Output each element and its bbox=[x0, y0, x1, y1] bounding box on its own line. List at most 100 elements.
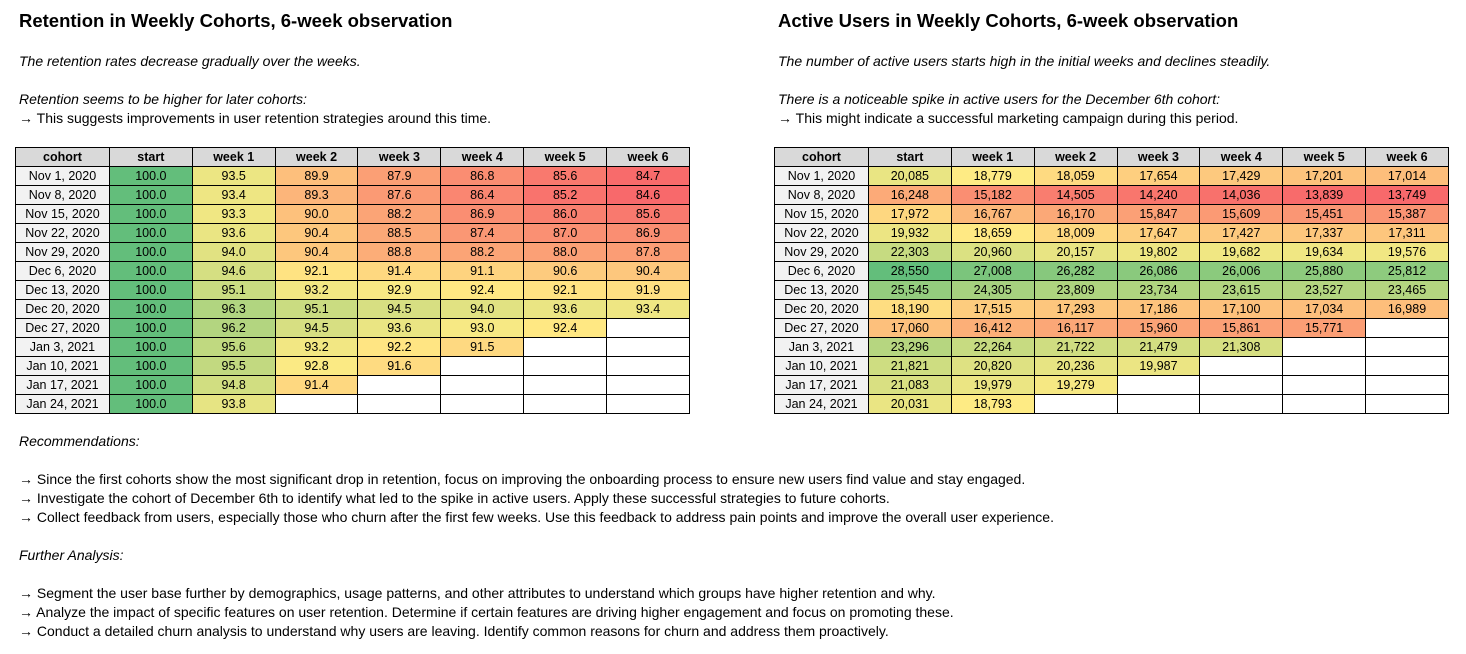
value-cell: 15,387 bbox=[1365, 204, 1449, 224]
value-cell: 16,248 bbox=[867, 185, 952, 205]
cohort-label: Dec 13, 2020 bbox=[774, 280, 869, 300]
retention-note-later-cohorts: Retention seems to be higher for later c… bbox=[19, 91, 307, 107]
value-cell: 91.6 bbox=[357, 356, 442, 376]
cohort-label: Nov 22, 2020 bbox=[15, 223, 110, 243]
column-header: week 1 bbox=[191, 147, 276, 167]
cohort-label: Nov 29, 2020 bbox=[774, 242, 869, 262]
value-cell: 92.1 bbox=[523, 280, 608, 300]
column-header: week 6 bbox=[1365, 147, 1449, 167]
value-cell: 93.2 bbox=[274, 280, 359, 300]
value-cell: 24,305 bbox=[950, 280, 1035, 300]
value-cell: 90.0 bbox=[274, 204, 359, 224]
value-cell: 96.3 bbox=[191, 299, 276, 319]
cohort-label: Nov 8, 2020 bbox=[774, 185, 869, 205]
value-cell: 100.0 bbox=[108, 242, 193, 262]
value-cell: 94.0 bbox=[191, 242, 276, 262]
value-cell: 17,972 bbox=[867, 204, 952, 224]
value-cell: 100.0 bbox=[108, 356, 193, 376]
cohort-label: Nov 15, 2020 bbox=[774, 204, 869, 224]
empty-cell bbox=[606, 356, 690, 376]
value-cell: 91.5 bbox=[440, 337, 525, 357]
value-cell: 19,802 bbox=[1116, 242, 1201, 262]
value-cell: 19,987 bbox=[1116, 356, 1201, 376]
value-cell: 95.5 bbox=[191, 356, 276, 376]
value-cell: 100.0 bbox=[108, 375, 193, 395]
value-cell: 88.5 bbox=[357, 223, 442, 243]
recommendations-heading: Recommendations: bbox=[19, 433, 140, 449]
header-row: cohort start week 1 week 2 week 3 week 4 week … bbox=[15, 147, 690, 167]
value-cell: 100.0 bbox=[108, 261, 193, 281]
value-cell: 93.6 bbox=[357, 318, 442, 338]
value-cell: 15,451 bbox=[1282, 204, 1367, 224]
value-cell: 27,008 bbox=[950, 261, 1035, 281]
value-cell: 17,429 bbox=[1199, 166, 1284, 186]
value-cell: 93.8 bbox=[191, 394, 276, 414]
retention-note-implication: → This suggests improvements in user ret… bbox=[19, 110, 492, 126]
column-header: week 4 bbox=[1199, 147, 1284, 167]
cohort-label: Jan 17, 2021 bbox=[15, 375, 110, 395]
value-cell: 25,880 bbox=[1282, 261, 1367, 281]
value-cell: 17,100 bbox=[1199, 299, 1284, 319]
empty-cell bbox=[1282, 394, 1367, 414]
cohort-label: Nov 22, 2020 bbox=[774, 223, 869, 243]
empty-cell bbox=[1116, 394, 1201, 414]
value-cell: 17,034 bbox=[1282, 299, 1367, 319]
active-users-title: Active Users in Weekly Cohorts, 6-week o… bbox=[778, 10, 1239, 31]
cohort-label: Nov 1, 2020 bbox=[15, 166, 110, 186]
column-header: start bbox=[108, 147, 193, 167]
table-row: Jan 24, 2021 20,031 18,793 bbox=[774, 394, 1449, 414]
recommendation-item: → Investigate the cohort of December 6th… bbox=[19, 490, 890, 506]
value-cell: 93.6 bbox=[191, 223, 276, 243]
empty-cell bbox=[523, 356, 608, 376]
empty-cell bbox=[1199, 394, 1284, 414]
value-cell: 19,576 bbox=[1365, 242, 1449, 262]
value-cell: 100.0 bbox=[108, 394, 193, 414]
table-row: Dec 13, 2020 100.0 95.1 93.2 92.9 92.4 92.1 91.… bbox=[15, 280, 690, 300]
table-row: Jan 17, 2021 100.0 94.8 91.4 bbox=[15, 375, 690, 395]
value-cell: 86.0 bbox=[523, 204, 608, 224]
value-cell: 18,009 bbox=[1033, 223, 1118, 243]
value-cell: 18,779 bbox=[950, 166, 1035, 186]
table-row: Nov 29, 2020 22,303 20,960 20,157 19,802 19,6… bbox=[774, 242, 1449, 262]
table-row: Jan 10, 2021 21,821 20,820 20,236 19,987 bbox=[774, 356, 1449, 376]
table-row: Dec 20, 2020 100.0 96.3 95.1 94.5 94.0 93.6 93.… bbox=[15, 299, 690, 319]
empty-cell bbox=[357, 394, 442, 414]
table-row: Nov 1, 2020 20,085 18,779 18,059 17,654 17,42… bbox=[774, 166, 1449, 186]
active-users-heatmap-table: cohort start week 1 week 2 week 3 week 4 week … bbox=[774, 147, 1449, 414]
empty-cell bbox=[606, 394, 690, 414]
value-cell: 17,654 bbox=[1116, 166, 1201, 186]
value-cell: 13,839 bbox=[1282, 185, 1367, 205]
value-cell: 16,170 bbox=[1033, 204, 1118, 224]
value-cell: 92.1 bbox=[274, 261, 359, 281]
value-cell: 100.0 bbox=[108, 280, 193, 300]
value-cell: 89.3 bbox=[274, 185, 359, 205]
value-cell: 94.5 bbox=[274, 318, 359, 338]
value-cell: 23,809 bbox=[1033, 280, 1118, 300]
table-row: Nov 8, 2020 100.0 93.4 89.3 87.6 86.4 85.2 84.6 bbox=[15, 185, 690, 205]
table-row: Dec 6, 2020 100.0 94.6 92.1 91.4 91.1 90.6 90.4 bbox=[15, 261, 690, 281]
value-cell: 20,031 bbox=[867, 394, 952, 414]
table-row: Dec 6, 2020 28,550 27,008 26,282 26,086 26,00… bbox=[774, 261, 1449, 281]
value-cell: 92.4 bbox=[523, 318, 608, 338]
value-cell: 100.0 bbox=[108, 185, 193, 205]
value-cell: 14,240 bbox=[1116, 185, 1201, 205]
further-analysis-item: → Analyze the impact of specific feature… bbox=[19, 604, 954, 620]
value-cell: 100.0 bbox=[108, 299, 193, 319]
empty-cell bbox=[440, 394, 525, 414]
value-cell: 87.9 bbox=[357, 166, 442, 186]
value-cell: 19,932 bbox=[867, 223, 952, 243]
empty-cell bbox=[1365, 318, 1449, 338]
value-cell: 88.8 bbox=[357, 242, 442, 262]
column-header: week 3 bbox=[1116, 147, 1201, 167]
table-row: Nov 1, 2020 100.0 93.5 89.9 87.9 86.8 85.6 84.7 bbox=[15, 166, 690, 186]
value-cell: 92.4 bbox=[440, 280, 525, 300]
value-cell: 94.8 bbox=[191, 375, 276, 395]
empty-cell bbox=[1365, 356, 1449, 376]
value-cell: 17,201 bbox=[1282, 166, 1367, 186]
cohort-label: Jan 24, 2021 bbox=[15, 394, 110, 414]
table-row: Nov 15, 2020 100.0 93.3 90.0 88.2 86.9 86.0 85.… bbox=[15, 204, 690, 224]
cohort-label: Jan 24, 2021 bbox=[774, 394, 869, 414]
value-cell: 18,059 bbox=[1033, 166, 1118, 186]
empty-cell bbox=[1282, 375, 1367, 395]
table-row: Nov 22, 2020 100.0 93.6 90.4 88.5 87.4 87.0 86.… bbox=[15, 223, 690, 243]
